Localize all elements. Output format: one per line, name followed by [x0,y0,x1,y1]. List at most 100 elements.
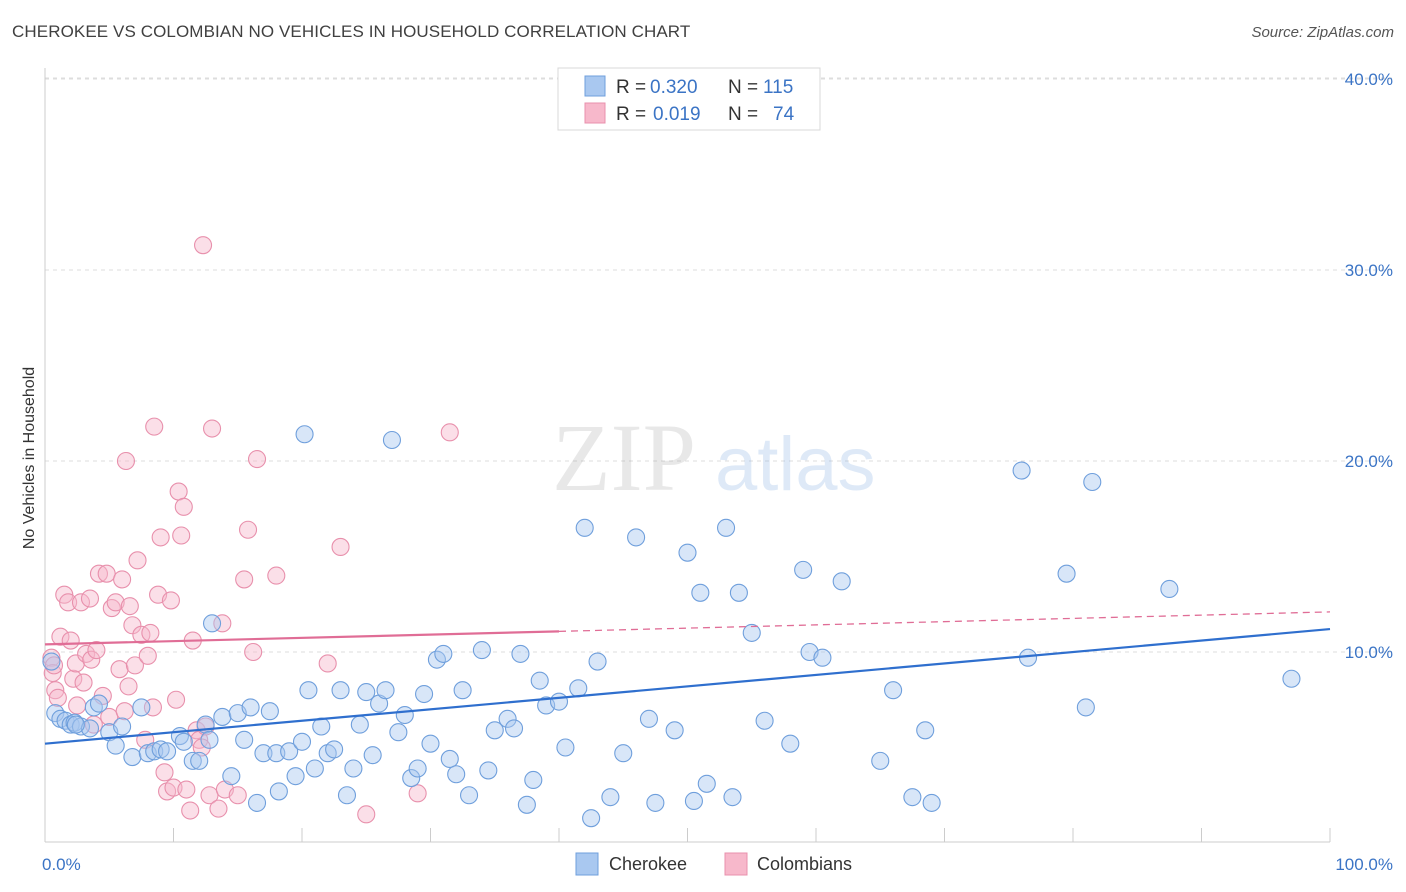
trend-lines [44,611,1331,745]
cherokee-point-109 [1057,564,1076,583]
y-axis-label: No Vehicles in Household [21,367,38,549]
colombian-point-20 [97,564,116,583]
colombian-point-24 [110,660,129,679]
cherokee-point-67 [479,761,498,780]
colombian-point-40 [151,528,170,547]
legend-n-label-1: N = [728,77,758,98]
colombian-point-58 [209,799,228,818]
cherokee-point-108 [1018,648,1038,667]
colombian-point-31 [125,656,144,675]
colombian-point-3 [48,688,67,707]
cherokee-point-1 [46,704,65,723]
cherokee-point-78 [569,679,588,698]
cherokee-point-80 [582,809,601,828]
legend-r-label-2: R = [616,104,646,125]
cherokee-point-37 [286,767,305,786]
cherokee-point-92 [716,518,736,537]
cherokee-point-104 [903,788,922,807]
cherokee-point-32 [254,744,273,763]
legend-r-value-1: 0.320 [650,77,698,98]
cherokee-point-77 [556,738,575,757]
colombian-point-8 [64,669,83,688]
cherokee-point-59 [421,734,440,753]
y-tick-label-1: 20.0% [1345,452,1393,471]
cherokee-point-61 [434,644,453,663]
cherokee-point-38 [292,732,312,751]
tick-labels: 10.0% 20.0% 30.0% 40.0% 0.0% 100.0% [42,70,1393,874]
cherokee-points [42,425,1301,828]
cherokee-point-68 [485,721,504,740]
cherokee-point-64 [453,681,472,700]
colombian-point-28 [119,677,138,696]
cherokee-point-93 [723,788,742,807]
cherokee-point-21 [183,751,202,770]
legend-r-value-2: 0.019 [653,104,701,125]
cherokee-point-90 [691,583,710,602]
cherokee-point-76 [549,692,569,711]
bottom-legend: Cherokee Colombians [575,852,852,876]
y-tick-label-2: 30.0% [1345,261,1393,280]
colombian-point-30 [123,616,142,635]
cherokee-point-62 [440,749,459,769]
colombian-point-69 [408,784,427,803]
legend-n-label-2: N = [728,104,758,125]
cherokee-point-56 [402,769,421,788]
cherokee-point-58 [415,684,434,704]
cherokee-point-16 [145,742,164,761]
cherokee-point-112 [1160,579,1179,599]
watermark-atlas: atlas [715,422,876,507]
cherokee-point-9 [89,694,109,713]
cherokee-point-71 [511,644,530,663]
cherokee-point-47 [344,759,363,778]
colombian-trend-line-dashed [558,611,1331,633]
colombian-point-70 [440,423,459,442]
cherokee-point-97 [781,734,800,753]
colombian-point-14 [80,589,100,608]
cherokee-point-22 [190,751,209,770]
axes [44,68,1331,843]
cherokee-point-98 [794,560,813,579]
cherokee-point-20 [174,732,193,751]
cherokee-point-35 [269,782,288,801]
cherokee-point-18 [158,742,177,761]
cherokee-point-13 [123,747,142,767]
legend-n-value-2: 74 [773,104,795,125]
legend-swatch-cherokee [584,75,606,97]
cherokee-point-84 [627,528,646,547]
y-tick-label-0: 10.0% [1345,643,1393,662]
colombian-point-64 [244,642,263,662]
colombian-point-6 [59,593,78,612]
cherokee-point-54 [389,723,408,742]
colombian-point-47 [172,526,191,545]
colombian-point-63 [238,520,258,539]
colombian-point-18 [89,564,109,583]
cherokee-point-40 [299,681,318,700]
cherokee-point-89 [684,791,703,811]
legend-swatch-colombian [584,102,606,124]
cherokee-point-100 [813,648,832,667]
colombian-point-17 [87,641,106,660]
watermark-zip: ZIP [552,404,696,511]
cherokee-point-17 [151,740,170,759]
colombian-point-12 [74,673,93,692]
colombian-point-33 [132,625,151,644]
cherokee-point-65 [459,786,479,805]
colombian-point-54 [194,236,213,255]
cherokee-point-27 [222,767,241,786]
colombian-point-29 [120,597,139,616]
cherokee-point-95 [742,623,761,642]
cherokee-point-45 [331,681,350,700]
cherokee-point-7 [80,719,100,738]
source-label: Source: ZipAtlas.com [1251,24,1394,41]
cherokee-point-106 [916,721,935,740]
cherokee-point-49 [357,683,376,702]
colombian-point-10 [68,696,87,715]
bottom-legend-label-cherokee: Cherokee [609,854,687,874]
cherokee-point-107 [1012,461,1031,480]
colombian-point-36 [141,623,160,642]
cherokee-point-55 [395,705,414,725]
colombian-point-46 [169,482,188,501]
cherokee-point-82 [601,788,620,807]
cherokee-point-31 [247,793,267,812]
watermark: ZIP atlas [552,404,876,511]
